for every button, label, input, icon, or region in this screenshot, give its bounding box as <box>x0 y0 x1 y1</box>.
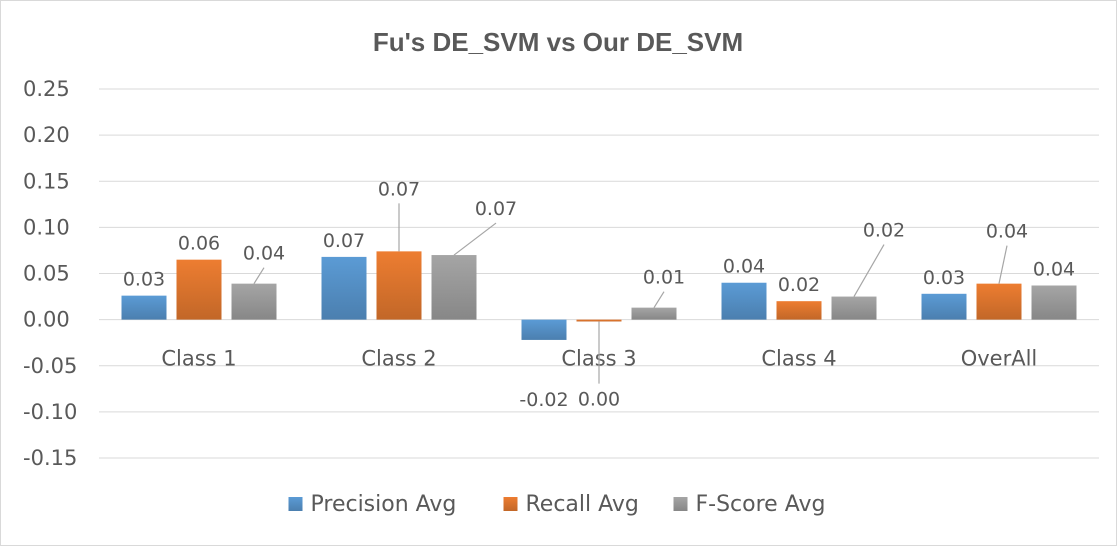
leader-line <box>253 267 265 284</box>
y-tick-label: -0.10 <box>23 400 77 424</box>
bars <box>121 251 1077 340</box>
bar-recall-avg <box>176 259 222 320</box>
bar-f-score-avg <box>431 255 477 320</box>
data-label: 0.07 <box>323 230 365 252</box>
leader-line <box>653 291 665 308</box>
bar-f-score-avg <box>231 283 277 320</box>
category-label: Class 1 <box>161 347 236 371</box>
y-tick-label: 0.15 <box>23 169 70 193</box>
bar-f-score-avg <box>631 307 677 320</box>
data-label: 0.04 <box>243 243 285 265</box>
legend-swatch <box>503 497 518 511</box>
bar-precision-avg <box>721 282 767 320</box>
bar-recall-avg <box>976 283 1022 320</box>
category-label: Class 4 <box>761 347 836 371</box>
bar-precision-avg <box>521 319 567 340</box>
data-label: 0.03 <box>123 269 165 291</box>
data-label: 0.06 <box>178 233 220 255</box>
y-tick-label: -0.15 <box>23 446 77 470</box>
y-tick-label: 0.20 <box>23 123 70 147</box>
bar-precision-avg <box>921 293 967 320</box>
y-tick-label: 0.10 <box>23 215 70 239</box>
legend: Precision Avg Recall Avg F-Score Avg <box>288 492 826 517</box>
data-label: 0.07 <box>378 178 420 200</box>
data-label: 0.03 <box>923 267 965 289</box>
leader-line <box>853 244 885 297</box>
data-label: -0.02 <box>519 389 568 411</box>
bar-f-score-avg <box>831 296 877 320</box>
data-label: 0.04 <box>723 256 765 278</box>
y-axis-ticks: 0.25 0.20 0.15 0.10 0.05 0.00 -0.05 -0.10 -0.15 <box>23 77 77 470</box>
leader-line <box>453 222 497 256</box>
y-tick-label: 0.00 <box>23 308 70 332</box>
bar-precision-avg <box>321 256 367 320</box>
bar-recall-avg <box>776 301 822 320</box>
bar-f-score-avg <box>1031 285 1077 320</box>
chart-title: Fu's DE_SVM vs Our DE_SVM <box>373 27 743 57</box>
data-label: 0.01 <box>643 267 685 289</box>
bar-recall-avg <box>576 319 622 322</box>
legend-swatch <box>673 497 688 511</box>
y-tick-label: 0.25 <box>23 77 70 101</box>
category-label: OverAll <box>961 347 1038 371</box>
data-label: 0.00 <box>578 389 620 411</box>
y-tick-label: 0.05 <box>23 262 70 286</box>
data-label: 0.04 <box>1033 258 1075 280</box>
data-label: 0.02 <box>778 274 820 296</box>
data-label: 0.07 <box>475 198 517 220</box>
data-labels: 0.03 0.06 0.04 0.07 0.07 0.07 -0.02 0.00 0.01 0.0… <box>123 178 1075 411</box>
category-label: Class 2 <box>361 347 436 371</box>
y-tick-label: -0.05 <box>23 354 77 378</box>
legend-label: Recall Avg <box>526 492 639 517</box>
legend-label: Precision Avg <box>311 492 457 517</box>
bar-recall-avg <box>376 251 422 320</box>
legend-label: F-Score Avg <box>696 492 826 517</box>
data-label: 0.04 <box>986 221 1028 243</box>
bar-precision-avg <box>121 295 167 320</box>
legend-swatch <box>288 497 303 511</box>
leader-line <box>998 245 1008 284</box>
data-label: 0.02 <box>863 220 905 242</box>
